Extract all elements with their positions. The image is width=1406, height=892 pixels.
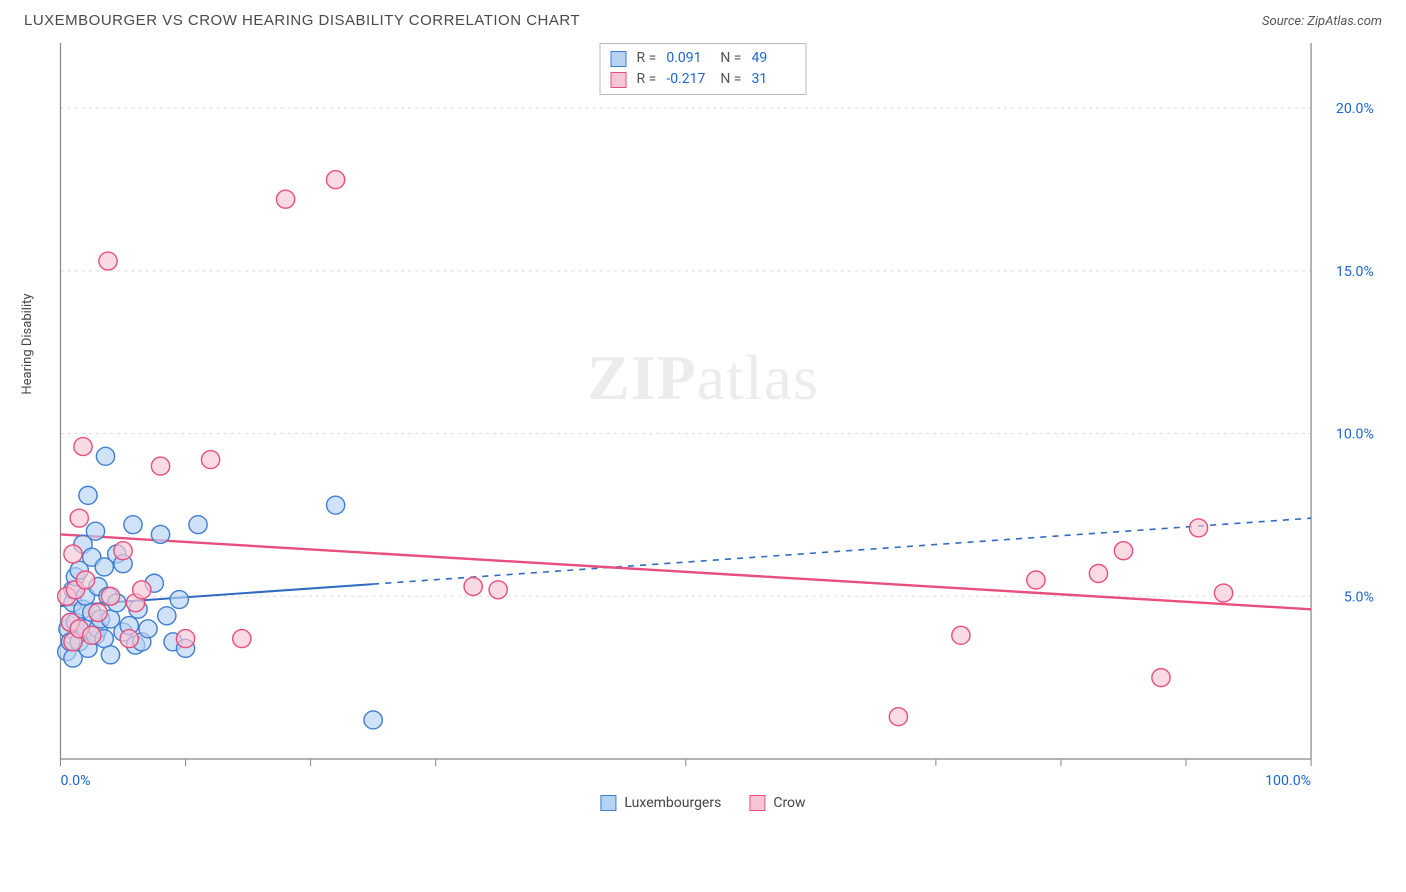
- stat-r-0: 0.091: [666, 48, 710, 69]
- y-axis-label: Hearing Disability: [20, 293, 35, 394]
- swatch-series-0: [611, 51, 627, 67]
- legend-item-0: Luxembourgers: [600, 795, 721, 811]
- swatch-legend-1: [749, 795, 765, 811]
- svg-text:100.0%: 100.0%: [1265, 773, 1311, 789]
- stat-n-1: 31: [751, 69, 795, 90]
- scatter-chart: 5.0% 10.0% 15.0% 20.0% 0.0% 100.0%: [24, 35, 1382, 815]
- stat-n-label: N =: [720, 69, 741, 90]
- stat-r-label: R =: [637, 48, 657, 69]
- legend-item-1: Crow: [749, 795, 805, 811]
- svg-text:15.0%: 15.0%: [1336, 264, 1374, 280]
- stat-n-label: N =: [720, 48, 741, 69]
- swatch-series-1: [611, 72, 627, 88]
- svg-text:10.0%: 10.0%: [1336, 427, 1374, 443]
- svg-text:20.0%: 20.0%: [1336, 101, 1374, 117]
- stats-legend: R = 0.091 N = 49 R = -0.217 N = 31: [600, 43, 807, 95]
- chart-title: LUXEMBOURGER VS CROW HEARING DISABILITY …: [24, 12, 580, 29]
- legend-label-1: Crow: [773, 795, 805, 811]
- legend-label-0: Luxembourgers: [624, 795, 721, 811]
- chart-container: Hearing Disability 5.0%10.0%15.0%20.0%0.…: [24, 35, 1382, 815]
- swatch-legend-0: [600, 795, 616, 811]
- source-label: Source: ZipAtlas.com: [1262, 14, 1382, 29]
- stat-r-label: R =: [637, 69, 657, 90]
- stats-row-0: R = 0.091 N = 49: [611, 48, 796, 69]
- stat-n-0: 49: [751, 48, 795, 69]
- stats-row-1: R = -0.217 N = 31: [611, 69, 796, 90]
- stat-r-1: -0.217: [666, 69, 710, 90]
- bottom-legend: Luxembourgers Crow: [600, 795, 805, 811]
- svg-text:5.0%: 5.0%: [1344, 589, 1374, 605]
- svg-text:0.0%: 0.0%: [60, 773, 90, 789]
